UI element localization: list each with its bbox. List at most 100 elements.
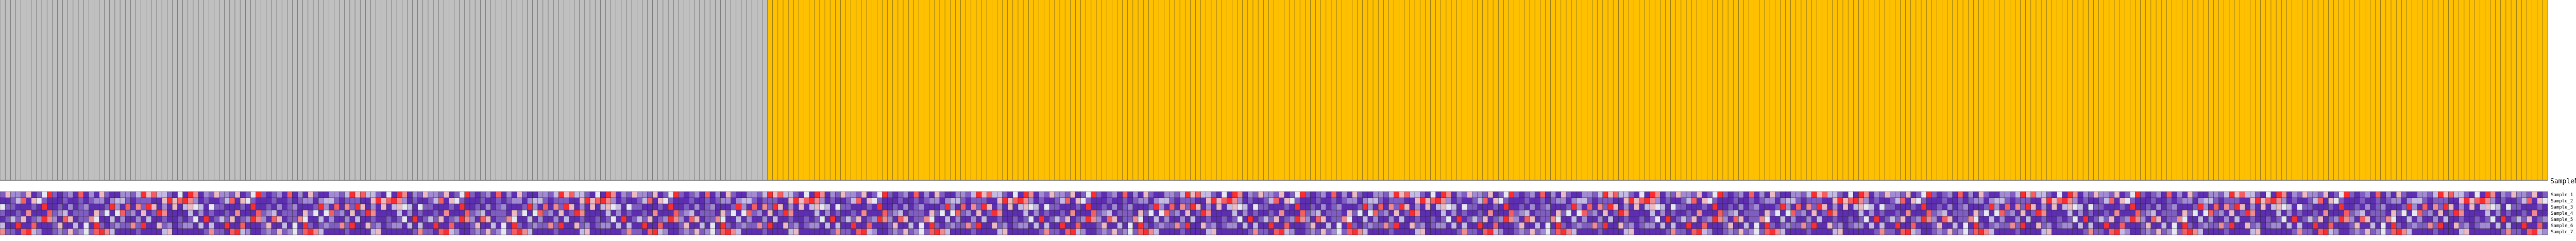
- heatmap-cell: [950, 210, 956, 217]
- heatmap-cell: [1075, 210, 1081, 217]
- heatmap-cell: [1227, 228, 1232, 235]
- heatmap-cell: [1837, 191, 1843, 198]
- heatmap-cell: [292, 191, 298, 198]
- heatmap-cell: [1957, 228, 1963, 235]
- heatmap-cell: [1743, 228, 1749, 235]
- heatmap-cell: [2088, 210, 2094, 217]
- heatmap-cell: [824, 216, 831, 223]
- heatmap-cell: [1227, 191, 1232, 198]
- heatmap-cell: [1023, 216, 1029, 223]
- heatmap-cell: [2072, 222, 2078, 229]
- heatmap-cell: [1597, 191, 1603, 198]
- heatmap-cell: [976, 216, 982, 223]
- heatmap-cell: [2344, 203, 2350, 211]
- heatmap-cell: [67, 203, 74, 211]
- heatmap-cell: [266, 197, 272, 204]
- heatmap-cell: [2119, 191, 2125, 198]
- heatmap-cell: [1869, 228, 1875, 235]
- heatmap-cell: [1957, 197, 1963, 204]
- heatmap-cell: [1681, 203, 1687, 211]
- heatmap-cell: [788, 197, 794, 204]
- heatmap-cell: [892, 222, 899, 229]
- heatmap-cell: [459, 203, 465, 211]
- heatmap-cell: [1268, 216, 1274, 223]
- heatmap-cell: [2453, 197, 2459, 204]
- heatmap-cell: [469, 228, 476, 235]
- heatmap-cell: [814, 191, 820, 198]
- heatmap-cell: [287, 210, 293, 217]
- heatmap-cell: [1874, 191, 1880, 198]
- heatmap-cell: [595, 191, 601, 198]
- heatmap-cell: [934, 191, 940, 198]
- heatmap-cell: [1367, 216, 1374, 223]
- heatmap-cell: [1028, 222, 1034, 229]
- heatmap-cell: [579, 228, 585, 235]
- heatmap-cell: [2323, 203, 2329, 211]
- heatmap-cell: [1660, 228, 1666, 235]
- heatmap-cell: [840, 197, 846, 204]
- heatmap-cell: [15, 203, 21, 211]
- heatmap-cell: [908, 197, 914, 204]
- heatmap-cell: [1221, 222, 1227, 229]
- heatmap-cell: [2234, 222, 2240, 229]
- heatmap-cell: [2270, 216, 2277, 223]
- heatmap-cell: [1080, 203, 1086, 211]
- heatmap-cell: [1524, 197, 1530, 204]
- heatmap-cell: [234, 228, 241, 235]
- heatmap-cell: [997, 191, 1003, 198]
- heatmap-cell: [15, 228, 21, 235]
- heatmap-cell: [2469, 197, 2475, 204]
- heatmap-cell: [1675, 210, 1682, 217]
- heatmap-cell: [1404, 210, 1410, 217]
- heatmap-cell: [250, 203, 256, 211]
- heatmap-cell: [281, 197, 287, 204]
- heatmap-cell: [188, 197, 194, 204]
- heatmap-cell: [2150, 222, 2157, 229]
- heatmap-cell: [2474, 228, 2480, 235]
- heatmap-cell: [2104, 216, 2110, 223]
- heatmap-cell: [2500, 203, 2506, 211]
- heatmap-cell: [1451, 203, 1457, 211]
- heatmap-cell: [783, 228, 789, 235]
- heatmap-cell: [2067, 210, 2073, 217]
- heatmap-cell: [2469, 210, 2475, 217]
- heatmap-cell: [2130, 191, 2136, 198]
- heatmap-cell: [1999, 216, 2005, 223]
- heatmap-cell: [219, 191, 225, 198]
- heatmap-cell: [976, 197, 982, 204]
- heatmap-cell: [2088, 228, 2094, 235]
- heatmap-cell: [1289, 197, 1295, 204]
- heatmap-cell: [334, 222, 340, 229]
- heatmap-cell: [1091, 216, 1097, 223]
- heatmap-cell: [1320, 222, 1327, 229]
- row-label: Sample_3: [2551, 205, 2573, 210]
- heatmap-cell: [2396, 222, 2402, 229]
- heatmap-cell: [1738, 197, 1744, 204]
- heatmap-cell: [1571, 210, 1577, 217]
- heatmap-cell: [1284, 210, 1290, 217]
- heatmap-cell: [851, 203, 857, 211]
- heatmap-cell: [1268, 197, 1274, 204]
- heatmap-cell: [736, 216, 742, 223]
- heatmap-cell: [1190, 197, 1196, 204]
- heatmap-cell: [584, 210, 590, 217]
- heatmap-cell: [1503, 222, 1509, 229]
- heatmap-cell: [151, 197, 157, 204]
- heatmap-cell: [1362, 191, 1368, 198]
- heatmap-cell: [1613, 216, 1619, 223]
- heatmap-cell: [1764, 191, 1770, 198]
- heatmap-cell: [2516, 228, 2522, 235]
- heatmap-cell: [1503, 203, 1509, 211]
- heatmap-cell: [1028, 191, 1034, 198]
- heatmap-cell: [469, 222, 476, 229]
- heatmap-cell: [527, 191, 533, 198]
- heatmap-cell: [929, 191, 935, 198]
- heatmap-cell: [2030, 191, 2037, 198]
- heatmap-cell: [1409, 203, 1415, 211]
- heatmap-cell: [793, 228, 799, 235]
- heatmap-cell: [548, 216, 554, 223]
- heatmap-cell: [2004, 203, 2010, 211]
- heatmap-cell: [1827, 203, 1833, 211]
- heatmap-cell: [2208, 210, 2214, 217]
- heatmap-cell: [981, 203, 987, 211]
